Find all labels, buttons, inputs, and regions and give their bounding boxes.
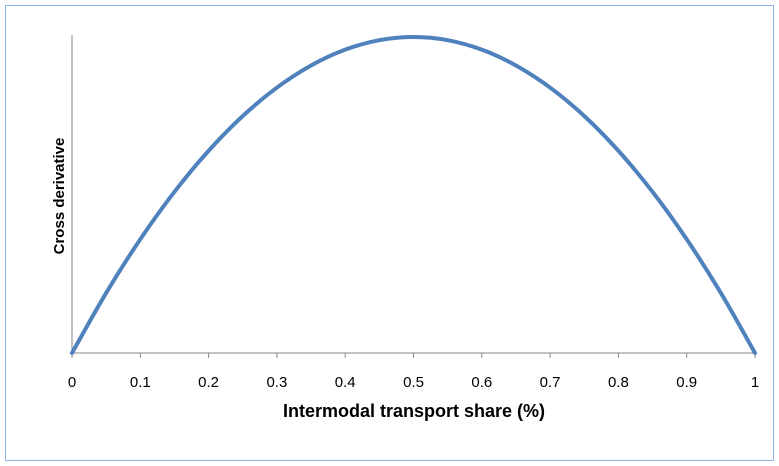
- x-tick-label: 0.2: [198, 374, 219, 391]
- x-tick-label: 0.7: [540, 374, 561, 391]
- chart-frame: [5, 5, 774, 461]
- x-tick-label: 0.3: [266, 374, 287, 391]
- y-axis-title: Cross derivative: [51, 138, 68, 255]
- x-tick-labels: 0 0.1 0.2 0.3 0.4 0.5 0.6 0.7 0.8 0.9 1: [68, 374, 759, 391]
- x-tick-label: 0.5: [403, 374, 424, 391]
- x-tick-label: 0: [68, 374, 76, 391]
- x-tick-label: 0.6: [471, 374, 492, 391]
- x-tick-label: 0.1: [130, 374, 151, 391]
- series-line: [70, 35, 757, 355]
- x-tick-label: 0.4: [335, 374, 356, 391]
- x-axis-title: Intermodal transport share (%): [283, 401, 545, 421]
- x-tick-label: 0.9: [676, 374, 697, 391]
- x-tick-label: 0.8: [608, 374, 629, 391]
- x-tick-label: 1: [751, 374, 759, 391]
- x-ticks: [71, 353, 756, 358]
